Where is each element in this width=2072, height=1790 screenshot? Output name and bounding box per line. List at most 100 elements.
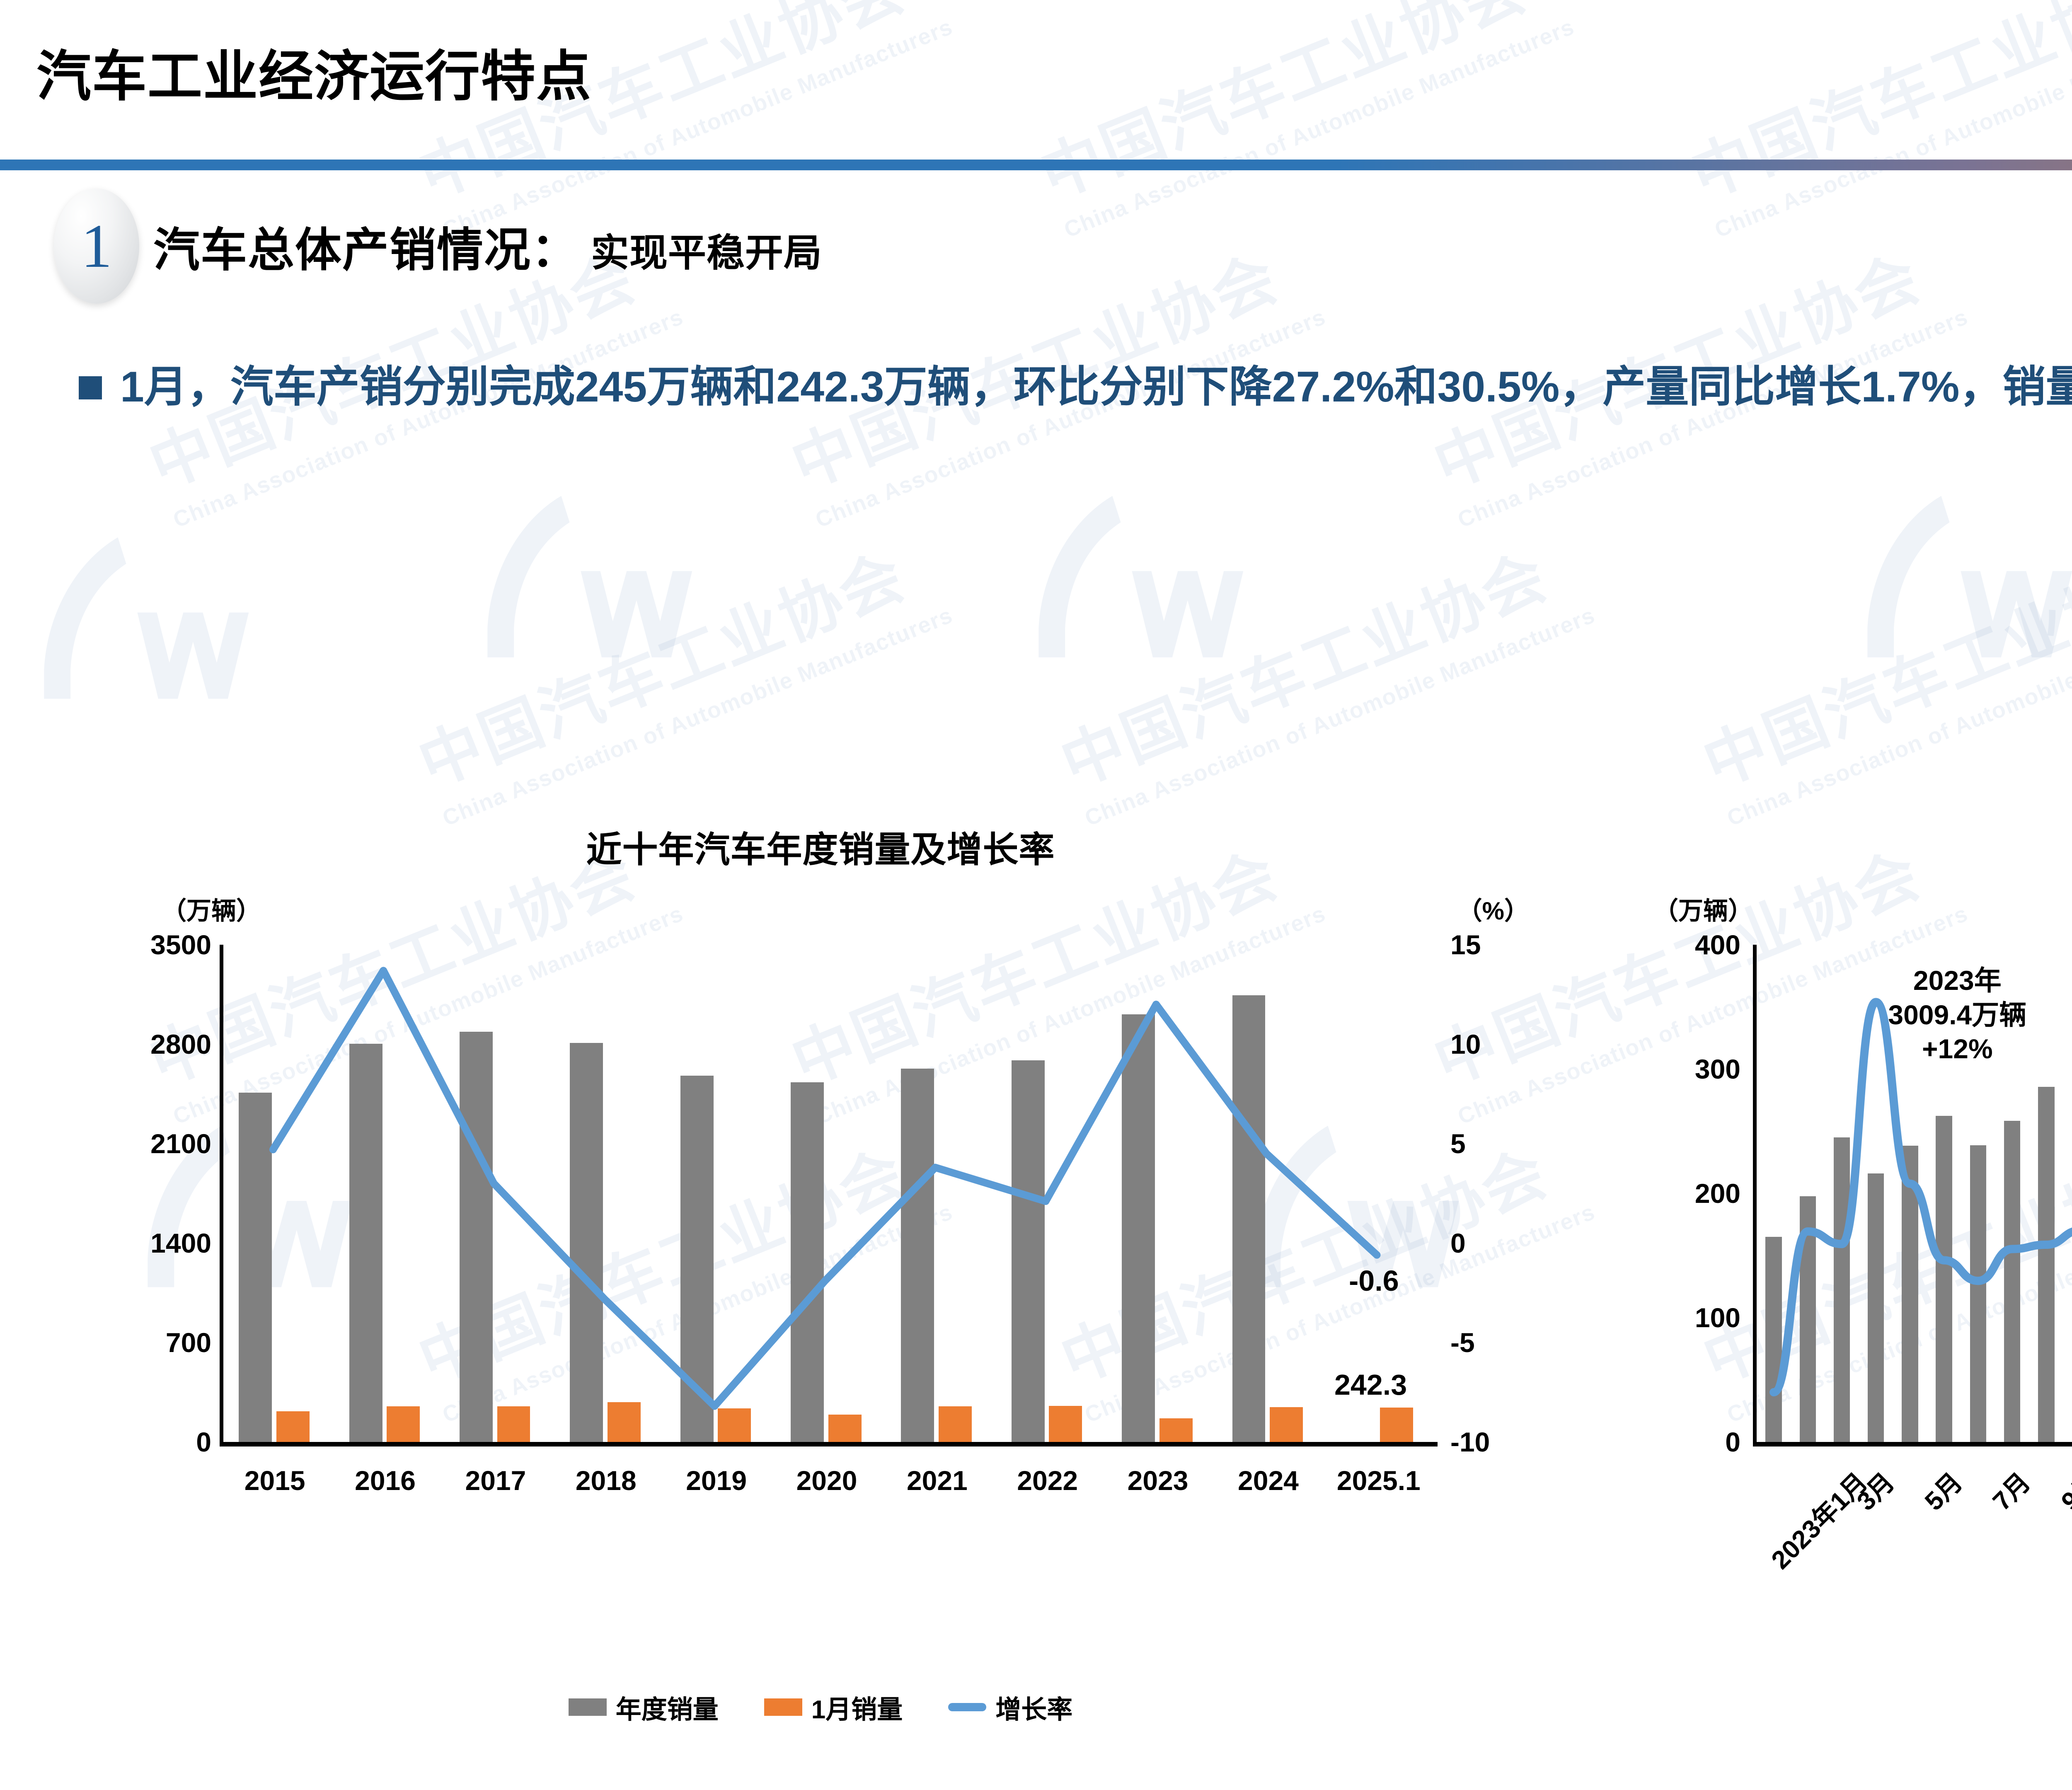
- y-axis-unit-right-annual: （%）: [1457, 897, 1529, 925]
- table-row: [497, 1406, 530, 1442]
- x-axis-tick-label: 2018: [575, 1465, 637, 1496]
- section-title: 汽车总体产销情况：: [153, 224, 579, 276]
- table-row: [1765, 1237, 1782, 1442]
- growth-rate-line: [1769, 998, 2072, 1396]
- table-row: [607, 1402, 641, 1442]
- legend-swatch-icon: [568, 1698, 607, 1716]
- annotation-line: +12%: [1922, 1033, 1993, 1064]
- x-axis-tick-label: 2019: [686, 1465, 747, 1496]
- table-row: [460, 1031, 493, 1442]
- table-row: [1270, 1407, 1303, 1442]
- table-row: [387, 1406, 420, 1442]
- chart-annotation: 2023年 3009.4万辆 +12%: [1742, 963, 2072, 1066]
- table-row: [2004, 1121, 2021, 1442]
- growth-rate-line: [269, 967, 1381, 1410]
- table-row: [1868, 1173, 1884, 1442]
- legend-label: 1月销量: [811, 1696, 903, 1724]
- y-axis-tick-right: 15: [1450, 929, 1481, 960]
- y-axis-tick-right: 0: [1450, 1228, 1466, 1258]
- table-row: [718, 1408, 751, 1442]
- table-row: [791, 1082, 824, 1442]
- x-axis-tick-label: 2024: [1238, 1465, 1299, 1496]
- table-row: [1122, 1014, 1155, 1442]
- x-axis-tick-label: 2016: [355, 1465, 416, 1496]
- y-axis-tick-right: 5: [1450, 1128, 1466, 1159]
- y-axis-unit-left-annual: （万辆）: [162, 897, 261, 925]
- table-row: [1902, 1146, 1918, 1442]
- section-number-badge: 1: [54, 189, 139, 304]
- watermark-logo-icon: [1028, 489, 1260, 691]
- header-divider: [0, 160, 2072, 170]
- y-axis-tick-left: 300: [1694, 1054, 1740, 1084]
- legend-label: 增长率: [995, 1696, 1073, 1724]
- table-row: [349, 1043, 382, 1442]
- y-axis-tick-left: 2800: [150, 1029, 211, 1059]
- table-row: [1232, 995, 1266, 1442]
- x-axis-tick-label: 2015: [244, 1465, 305, 1496]
- table-row: [1970, 1145, 1987, 1442]
- table-row: [828, 1414, 862, 1442]
- table-row: [1011, 1060, 1045, 1442]
- legend-swatch-icon: [948, 1703, 987, 1711]
- data-label-growth: -0.6: [1349, 1264, 1399, 1297]
- y-axis-tick-left: 200: [1694, 1178, 1740, 1209]
- legend-label: 年度销量: [615, 1696, 719, 1724]
- x-axis-tick-label: 2021: [906, 1465, 968, 1496]
- bullet-paragraph: 1月，汽车产销分别完成245万辆和242.3万辆，环比分别下降27.2%和30.…: [79, 356, 2072, 418]
- table-row: [901, 1068, 934, 1442]
- y-axis-tick-left: 100: [1694, 1302, 1740, 1333]
- legend-item: 增长率: [948, 1688, 1072, 1726]
- x-axis-tick-label: 9月: [2055, 1468, 2072, 1517]
- watermark-logo-icon: [477, 489, 709, 691]
- y-axis-tick-left: 3500: [150, 929, 211, 960]
- x-axis-tick-label: 2017: [465, 1465, 526, 1496]
- x-axis-tick-label: 5月: [1920, 1468, 1968, 1517]
- y-axis-tick-left: 700: [165, 1327, 211, 1358]
- watermark-logo-icon: [1857, 489, 2072, 691]
- x-axis-tick-label: 2025.1: [1336, 1465, 1421, 1496]
- watermark-logo-icon: [33, 530, 265, 732]
- table-row: [1833, 1137, 1850, 1442]
- chart-legend-annual: 年度销量 1月销量 增长率: [83, 1688, 1558, 1726]
- y-axis-tick-left: 2100: [150, 1128, 211, 1159]
- annotation-line: 3009.4万辆: [1888, 999, 2027, 1030]
- table-row: [1159, 1418, 1193, 1442]
- bullet-text: 1月，汽车产销分别完成245万辆和242.3万辆，环比分别下降27.2%和30.…: [120, 363, 2072, 411]
- legend-item: 1月销量: [764, 1688, 903, 1726]
- data-label-jan-sales: 242.3: [1334, 1368, 1407, 1401]
- chart-title-annual: 近十年汽车年度销量及增长率: [586, 830, 1055, 870]
- y-axis-tick-left: 1400: [150, 1228, 211, 1258]
- y-axis-unit-left-monthly: （万辆）: [1653, 897, 1753, 925]
- table-row: [1380, 1407, 1414, 1442]
- y-axis-tick-left: 0: [196, 1427, 211, 1457]
- y-axis-tick-right: -5: [1450, 1327, 1475, 1358]
- table-row: [276, 1411, 310, 1442]
- table-row: [239, 1092, 272, 1442]
- table-row: [939, 1406, 972, 1442]
- table-row: [1049, 1406, 1082, 1442]
- table-row: [2038, 1086, 2055, 1442]
- section-heading: 1 汽车总体产销情况： 实现平稳开局: [54, 189, 822, 304]
- chart-title-monthly: 汽车月度销量及增长率: [1641, 820, 2072, 872]
- x-axis-tick-label: 7月: [1987, 1468, 2036, 1517]
- table-row: [1936, 1116, 1952, 1442]
- square-bullet-icon: [79, 376, 102, 399]
- annotation-line: 2023年: [1913, 965, 2002, 996]
- page-title: 汽车工业经济运行特点: [36, 46, 592, 107]
- legend-swatch-icon: [764, 1698, 802, 1716]
- section-subtitle: 实现平稳开局: [591, 232, 823, 274]
- x-axis-tick-label: 2022: [1017, 1465, 1078, 1496]
- legend-item: 年度销量: [568, 1688, 719, 1726]
- y-axis-tick-left: 400: [1694, 929, 1740, 960]
- x-axis-tick-label: 2023: [1127, 1465, 1188, 1496]
- y-axis-tick-right: -10: [1450, 1427, 1490, 1457]
- y-axis-tick-left: 0: [1725, 1427, 1740, 1457]
- table-row: [570, 1043, 603, 1442]
- y-axis-tick-right: 10: [1450, 1029, 1481, 1059]
